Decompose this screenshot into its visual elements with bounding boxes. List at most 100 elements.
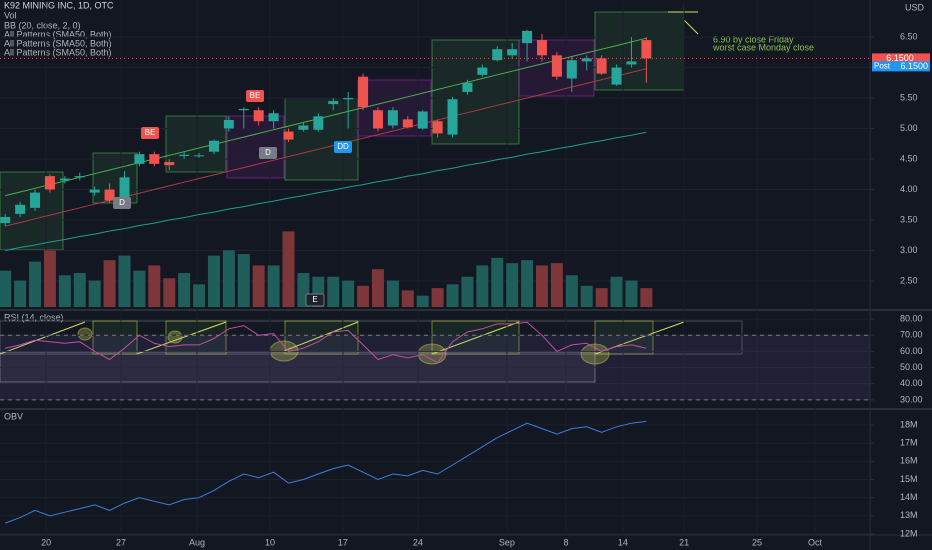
x-tick-label: 8	[563, 537, 568, 547]
candle-body	[462, 82, 473, 92]
y-tick-label: 30.00	[900, 394, 923, 404]
y-tick-label: 5.50	[900, 92, 918, 102]
candle-body	[626, 61, 637, 65]
candle-body	[507, 49, 518, 56]
candle-body	[298, 125, 309, 130]
volume-bar	[88, 280, 101, 307]
x-tick-label: 14	[618, 537, 628, 547]
volume-bar	[565, 275, 578, 307]
candle-body	[372, 110, 383, 129]
rsi-arrow	[431, 321, 520, 355]
rsi-box	[0, 320, 743, 355]
candle-body	[492, 49, 503, 61]
candle-body	[179, 154, 190, 156]
rsi-marker	[77, 327, 93, 341]
chart-title: K92 MINING INC, 1D, OTC	[4, 0, 114, 10]
y-tick-label: 70.00	[900, 330, 923, 340]
indicator-label: Vol	[4, 10, 17, 20]
candle-body	[328, 101, 339, 105]
volume-bar	[640, 288, 653, 307]
candle-body	[343, 98, 354, 100]
post-price-label: 6.1500	[900, 61, 928, 71]
pattern-box	[226, 115, 285, 179]
x-tick-label: 21	[679, 537, 689, 547]
pattern-badge	[259, 147, 277, 159]
volume-bar	[342, 280, 355, 307]
bb-line	[5, 131, 647, 251]
last-price-label: 6.1500	[886, 53, 914, 63]
candle-body	[596, 58, 607, 74]
candle-body	[15, 204, 26, 214]
volume-bar	[252, 265, 265, 307]
volume-bar	[595, 288, 608, 307]
volume-bar	[0, 270, 12, 307]
candle-body	[0, 216, 11, 224]
volume-bar	[163, 278, 176, 307]
y-tick-label: 18M	[900, 419, 918, 429]
pattern-box	[284, 97, 359, 181]
candle-body	[313, 116, 324, 130]
y-tick-label: 3.50	[900, 214, 918, 224]
candle-body	[387, 110, 398, 126]
indicator-label: All Patterns (SMA50, Both)	[4, 38, 112, 48]
volume-bar	[58, 275, 71, 307]
candle-body	[238, 109, 249, 111]
pattern-badge	[141, 127, 159, 139]
x-tick-label: 27	[116, 537, 126, 547]
pattern-label: BE	[250, 91, 261, 100]
volume-bar	[237, 254, 250, 307]
pattern-label: D	[119, 198, 125, 207]
y-tick-label: 14M	[900, 492, 918, 502]
indicator-label: All Patterns (SMA50, Both)	[4, 29, 112, 39]
volume-bar	[386, 280, 399, 307]
pattern-label: D	[265, 148, 271, 157]
candle-body	[551, 55, 562, 77]
x-tick-label: Oct	[808, 537, 823, 547]
x-tick-label: Sep	[499, 537, 515, 547]
volume-bar	[580, 285, 593, 307]
volume-bar	[357, 285, 370, 307]
volume-bar	[73, 272, 86, 307]
annotation: worst case Monday close	[712, 42, 814, 52]
x-tick-label: 24	[413, 537, 423, 547]
volume-bar	[550, 263, 563, 307]
volume-bar	[625, 280, 638, 307]
candle-body	[253, 110, 264, 122]
volume-bar	[267, 265, 280, 307]
candle-body	[89, 189, 100, 193]
pane-title: OBV	[4, 411, 23, 421]
candle-body	[358, 76, 369, 108]
y-tick-label: 40.00	[900, 378, 923, 388]
y-tick-label: 4.00	[900, 184, 918, 194]
volume-bar	[193, 284, 206, 307]
candle-body	[283, 131, 294, 140]
pattern-badge	[113, 197, 131, 209]
volume-bar	[521, 260, 534, 307]
pane-title: RSI (14, close)	[4, 312, 64, 322]
y-tick-label: 60.00	[900, 346, 923, 356]
candle-body	[581, 58, 592, 62]
candle-body	[522, 30, 533, 44]
volume-bar	[103, 260, 116, 307]
y-tick-label: 5.00	[900, 123, 918, 133]
indicator-label: BB (20, close, 2, 0)	[4, 20, 81, 30]
candle-body	[417, 111, 428, 129]
x-tick-label: 17	[338, 537, 348, 547]
pattern-label: E	[312, 295, 317, 304]
rsi-arrow	[136, 321, 227, 355]
candle-body	[74, 176, 85, 178]
y-tick-label: 15M	[900, 474, 918, 484]
volume-bar	[133, 270, 146, 307]
y-tick-label: 80.00	[900, 313, 923, 323]
candle-body	[30, 192, 41, 208]
x-tick-label: 10	[265, 537, 275, 547]
indicator-label: All Patterns (SMA50, Both)	[4, 47, 112, 57]
volume-bar	[416, 295, 429, 307]
volume-bar	[118, 255, 131, 307]
pattern-badge	[305, 293, 325, 307]
candle-body	[149, 154, 160, 164]
annotation: 6.90 by close Friday	[713, 34, 794, 44]
volume-bar	[222, 250, 235, 307]
candle-body	[611, 67, 622, 85]
